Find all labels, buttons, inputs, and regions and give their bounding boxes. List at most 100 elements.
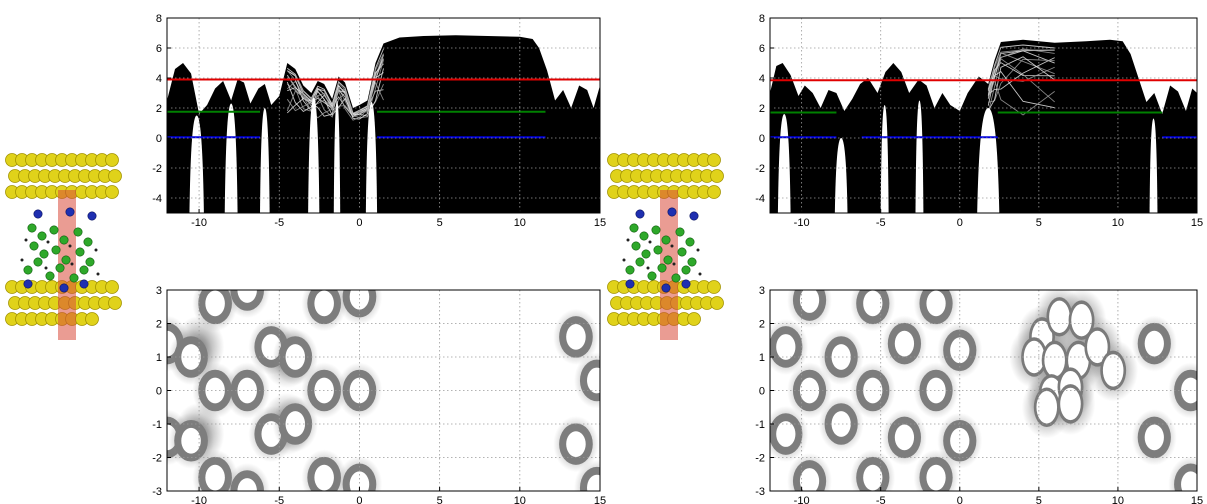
y-tick-label: 3	[759, 285, 765, 297]
ring-hole	[926, 464, 946, 491]
x-tick-label: -5	[876, 495, 886, 504]
nitrogen-atom	[681, 279, 691, 289]
ring-hole	[1181, 471, 1197, 491]
y-tick-label: -4	[152, 193, 162, 205]
y-tick-label: 3	[156, 285, 162, 297]
hydrogen-atom	[622, 258, 626, 262]
carbon-atom	[635, 257, 645, 267]
band-curve	[987, 58, 1055, 113]
carbon-atom	[29, 241, 39, 251]
band-gap	[260, 108, 270, 213]
ring-hole	[926, 377, 946, 404]
nitrogen-atom	[667, 207, 677, 217]
x-tick-label: 15	[1191, 217, 1203, 229]
ring-hole	[349, 471, 370, 491]
hydrogen-atom	[696, 248, 700, 252]
ring-hole	[776, 334, 796, 360]
x-tick-label: 5	[437, 217, 443, 229]
molecular-junction-image-left	[5, 153, 122, 340]
gold-atom	[707, 185, 721, 199]
nitrogen-atom	[87, 211, 97, 221]
ring-hole	[831, 411, 851, 437]
carbon-atom	[629, 223, 639, 233]
ring-hole	[776, 421, 796, 447]
carbon-atom	[647, 271, 657, 281]
ring-hole	[181, 427, 201, 454]
y-tick-label: -2	[152, 163, 162, 175]
highlight-bar	[58, 190, 76, 340]
carbon-atom	[55, 263, 65, 273]
y-tick-label: 4	[156, 73, 162, 85]
y-tick-label: 2	[156, 319, 162, 331]
x-tick-label: -5	[274, 217, 284, 229]
plot-frame	[166, 289, 601, 492]
carbon-atom	[85, 257, 95, 267]
ring-hole	[831, 344, 851, 370]
x-tick-label: -10	[794, 217, 810, 229]
y-tick-label: -3	[755, 486, 765, 498]
nitrogen-atom	[635, 209, 645, 219]
nitrogen-atom	[79, 279, 89, 289]
band-curve	[987, 56, 1055, 112]
cluster-hole	[1060, 387, 1081, 421]
carbon-atom	[45, 271, 55, 281]
y-tick-label: -2	[755, 163, 765, 175]
hydrogen-atom	[96, 272, 100, 276]
x-tick-label: 0	[356, 495, 362, 504]
band-curve	[286, 81, 384, 121]
carbon-atom	[37, 231, 47, 241]
ring-hole	[950, 427, 970, 454]
band-curve	[988, 58, 1055, 103]
ring-hole	[894, 424, 915, 451]
x-tick-label: -5	[876, 217, 886, 229]
ring-hole	[237, 290, 257, 303]
y-tick-label: -2	[755, 453, 765, 465]
y-tick-label: 2	[759, 319, 765, 331]
y-tick-label: -4	[755, 193, 765, 205]
x-tick-label: -10	[794, 495, 810, 504]
band-gap	[224, 103, 238, 213]
ring-hole	[237, 478, 257, 491]
band-gap	[977, 108, 1000, 213]
carbon-atom	[69, 273, 79, 283]
gold-atom	[707, 280, 721, 294]
hydrogen-atom	[44, 266, 48, 270]
cluster-hole	[1044, 344, 1065, 377]
x-tick-label: -10	[191, 495, 207, 504]
x-tick-label: 10	[514, 217, 526, 229]
band-gap	[834, 138, 848, 213]
x-tick-label: 10	[514, 495, 526, 504]
ring-hole	[1181, 377, 1197, 404]
highlight-bar	[660, 190, 678, 340]
x-tick-label: 10	[1112, 217, 1124, 229]
y-tick-label: 0	[156, 133, 162, 145]
ring-hole	[587, 474, 600, 491]
carbon-atom	[651, 225, 661, 235]
band-curve	[987, 57, 1055, 95]
ring-hole	[566, 324, 586, 350]
ring-hole	[799, 377, 820, 404]
plot-area	[167, 290, 600, 491]
band-gap	[915, 100, 924, 213]
cluster-hole	[1036, 391, 1058, 424]
carbon-atom	[671, 273, 681, 283]
y-tick-label: 2	[156, 103, 162, 115]
x-tick-label: 0	[957, 217, 963, 229]
carbon-atom	[663, 255, 673, 265]
hydrogen-atom	[70, 262, 74, 266]
band-gap	[365, 102, 378, 213]
y-tick-label: -1	[152, 419, 162, 431]
gold-atom	[108, 296, 122, 310]
band-gap	[777, 114, 791, 213]
gold-atom	[710, 296, 724, 310]
carbon-atom	[39, 249, 49, 259]
x-tick-label: 5	[1036, 495, 1042, 504]
band-gap	[880, 105, 889, 213]
carbon-atom	[641, 249, 651, 259]
y-tick-label: 0	[759, 133, 765, 145]
y-tick-label: 1	[156, 352, 162, 364]
carbon-atom	[27, 223, 37, 233]
nitrogen-atom	[625, 279, 635, 289]
nitrogen-atom	[689, 211, 699, 221]
